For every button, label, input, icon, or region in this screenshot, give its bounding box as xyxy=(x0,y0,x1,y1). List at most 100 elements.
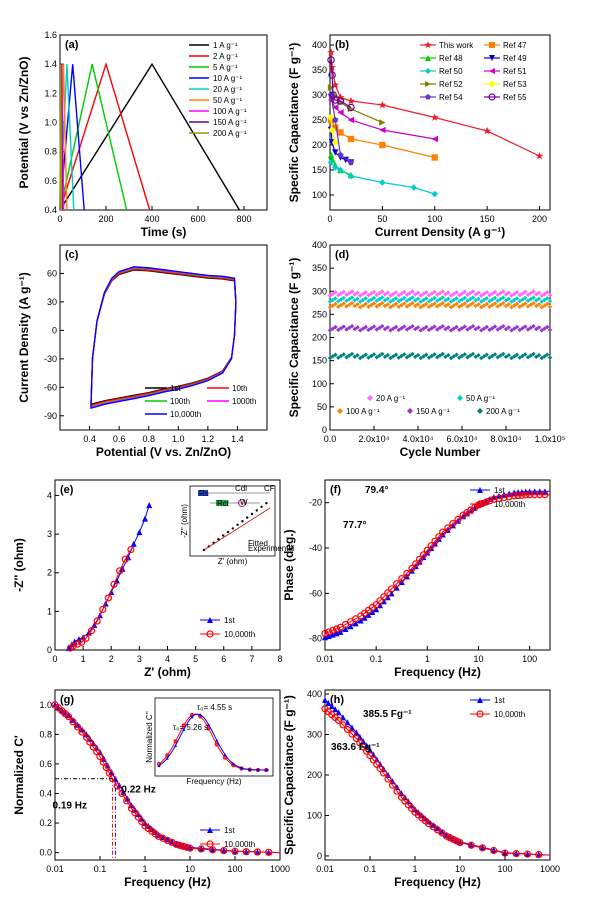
legend-label: Ref 47 xyxy=(503,41,527,50)
x-axis-label: Potential (V vs. Zn/ZnO) xyxy=(96,445,231,459)
data-point xyxy=(431,154,438,161)
data-point xyxy=(431,190,438,198)
data-point xyxy=(412,560,420,568)
data-point xyxy=(501,289,506,294)
data-point xyxy=(448,293,454,298)
legend: 1st 10,000th xyxy=(200,826,255,849)
data-point xyxy=(347,290,352,296)
data-point xyxy=(536,302,542,307)
data-point xyxy=(541,491,549,499)
legend-label: Ref 55 xyxy=(503,93,527,102)
series-line-200 A g⁻¹ xyxy=(59,64,63,211)
data-point xyxy=(352,734,361,743)
data-point xyxy=(325,700,332,707)
data-point xyxy=(342,156,349,164)
data-point xyxy=(509,328,514,333)
inset-point xyxy=(231,527,234,530)
data-point xyxy=(487,355,492,360)
data-point xyxy=(465,355,470,360)
data-point xyxy=(545,301,550,307)
data-point xyxy=(385,325,390,330)
panel-label: (h) xyxy=(330,694,344,706)
data-point xyxy=(418,293,423,298)
data-point xyxy=(327,151,335,159)
data-point xyxy=(333,296,338,301)
legend-marker xyxy=(207,827,213,833)
data-point xyxy=(490,297,495,302)
data-point xyxy=(82,634,90,643)
data-point xyxy=(358,293,363,298)
data-point xyxy=(421,297,426,303)
data-point xyxy=(495,304,500,309)
data-point xyxy=(366,304,371,309)
data-point xyxy=(343,725,352,734)
y-tick-label: 3 xyxy=(47,529,52,539)
legend-label: 200 A g⁻¹ xyxy=(213,129,247,138)
data-point xyxy=(337,151,344,158)
data-point xyxy=(435,298,440,304)
data-point xyxy=(418,305,423,310)
inset-point xyxy=(215,738,219,742)
data-point xyxy=(208,846,217,854)
data-point xyxy=(336,304,341,309)
data-point xyxy=(437,290,443,296)
data-point xyxy=(531,295,536,300)
data-point xyxy=(399,291,404,296)
data-point xyxy=(327,305,333,310)
data-point xyxy=(327,159,335,166)
data-point xyxy=(332,706,339,713)
data-point xyxy=(443,303,448,309)
y-tick-label: 30 xyxy=(47,297,57,307)
data-point xyxy=(506,352,511,358)
inset-point xyxy=(190,715,194,719)
legend-label: This work xyxy=(439,41,474,50)
data-point xyxy=(332,116,339,123)
data-point xyxy=(468,290,473,296)
data-point xyxy=(347,172,355,180)
data-point xyxy=(379,769,388,777)
data-point xyxy=(539,305,544,310)
inset-point xyxy=(250,512,254,516)
data-point xyxy=(454,296,459,301)
data-point xyxy=(332,164,339,171)
data-point xyxy=(495,327,500,332)
data-point xyxy=(440,323,445,329)
data-point xyxy=(352,292,357,297)
data-point xyxy=(498,325,503,331)
data-point xyxy=(349,289,355,294)
y-tick-label: 250 xyxy=(312,115,327,125)
x-axis-label: Frequency (Hz) xyxy=(124,875,211,889)
data-point xyxy=(89,743,97,751)
inset-point xyxy=(241,520,244,523)
data-point xyxy=(514,352,520,357)
y-tick-label: 350 xyxy=(312,263,327,273)
data-point xyxy=(429,353,434,359)
data-point xyxy=(465,304,470,309)
y-tick-label: 100 xyxy=(312,379,327,389)
series-line-Ref 50 xyxy=(330,162,435,195)
data-point xyxy=(415,302,421,307)
legend-label: 1st xyxy=(224,826,235,835)
series-line-10,000th xyxy=(54,704,281,854)
inset-y-label: Normalized C'' xyxy=(145,711,154,763)
x-tick-label: 10 xyxy=(473,654,483,664)
y-tick-label: 400 xyxy=(312,40,327,50)
inset-point xyxy=(165,756,169,760)
data-point xyxy=(462,352,467,357)
data-point xyxy=(330,297,335,303)
data-point xyxy=(495,494,503,503)
legend: 1st 10,000th xyxy=(200,616,255,639)
y-tick-label: 4 xyxy=(47,490,52,500)
data-point xyxy=(332,149,339,156)
inset-x-label: Frequency (Hz) xyxy=(186,777,241,786)
data-point xyxy=(104,594,113,602)
data-point xyxy=(509,355,514,361)
data-point xyxy=(523,352,528,357)
data-point xyxy=(130,540,137,547)
plot-frame xyxy=(54,689,281,861)
data-point xyxy=(385,290,390,295)
data-point xyxy=(506,325,511,330)
x-tick-label: 6 xyxy=(221,654,226,664)
data-point xyxy=(407,290,412,296)
